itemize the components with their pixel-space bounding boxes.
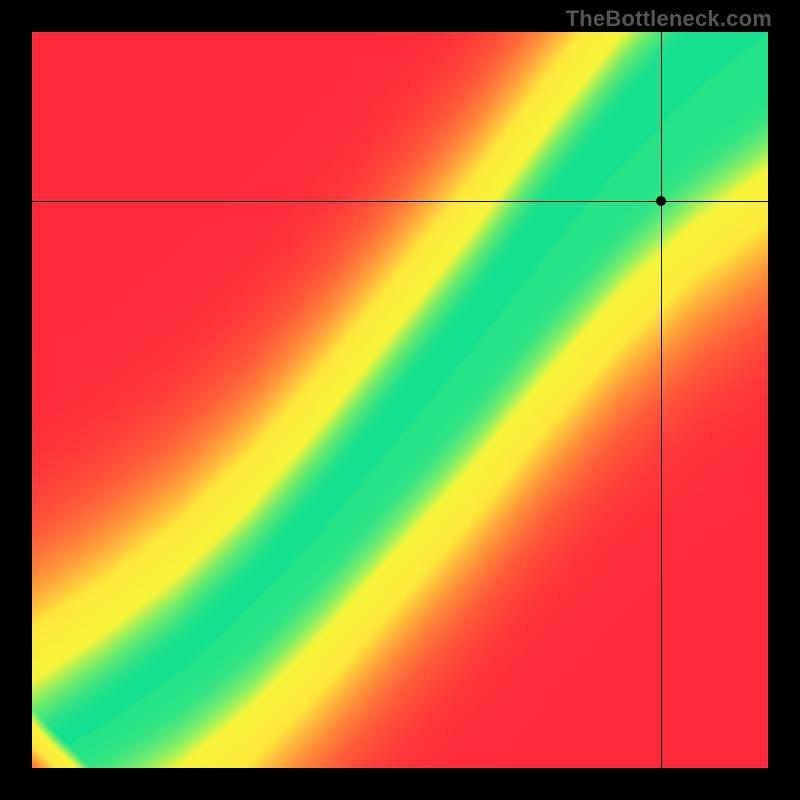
watermark-text: TheBottleneck.com: [566, 6, 772, 32]
crosshair-point: [656, 196, 666, 206]
crosshair-vertical: [661, 32, 662, 768]
heatmap-plot: [32, 32, 768, 768]
heatmap-canvas: [32, 32, 768, 768]
